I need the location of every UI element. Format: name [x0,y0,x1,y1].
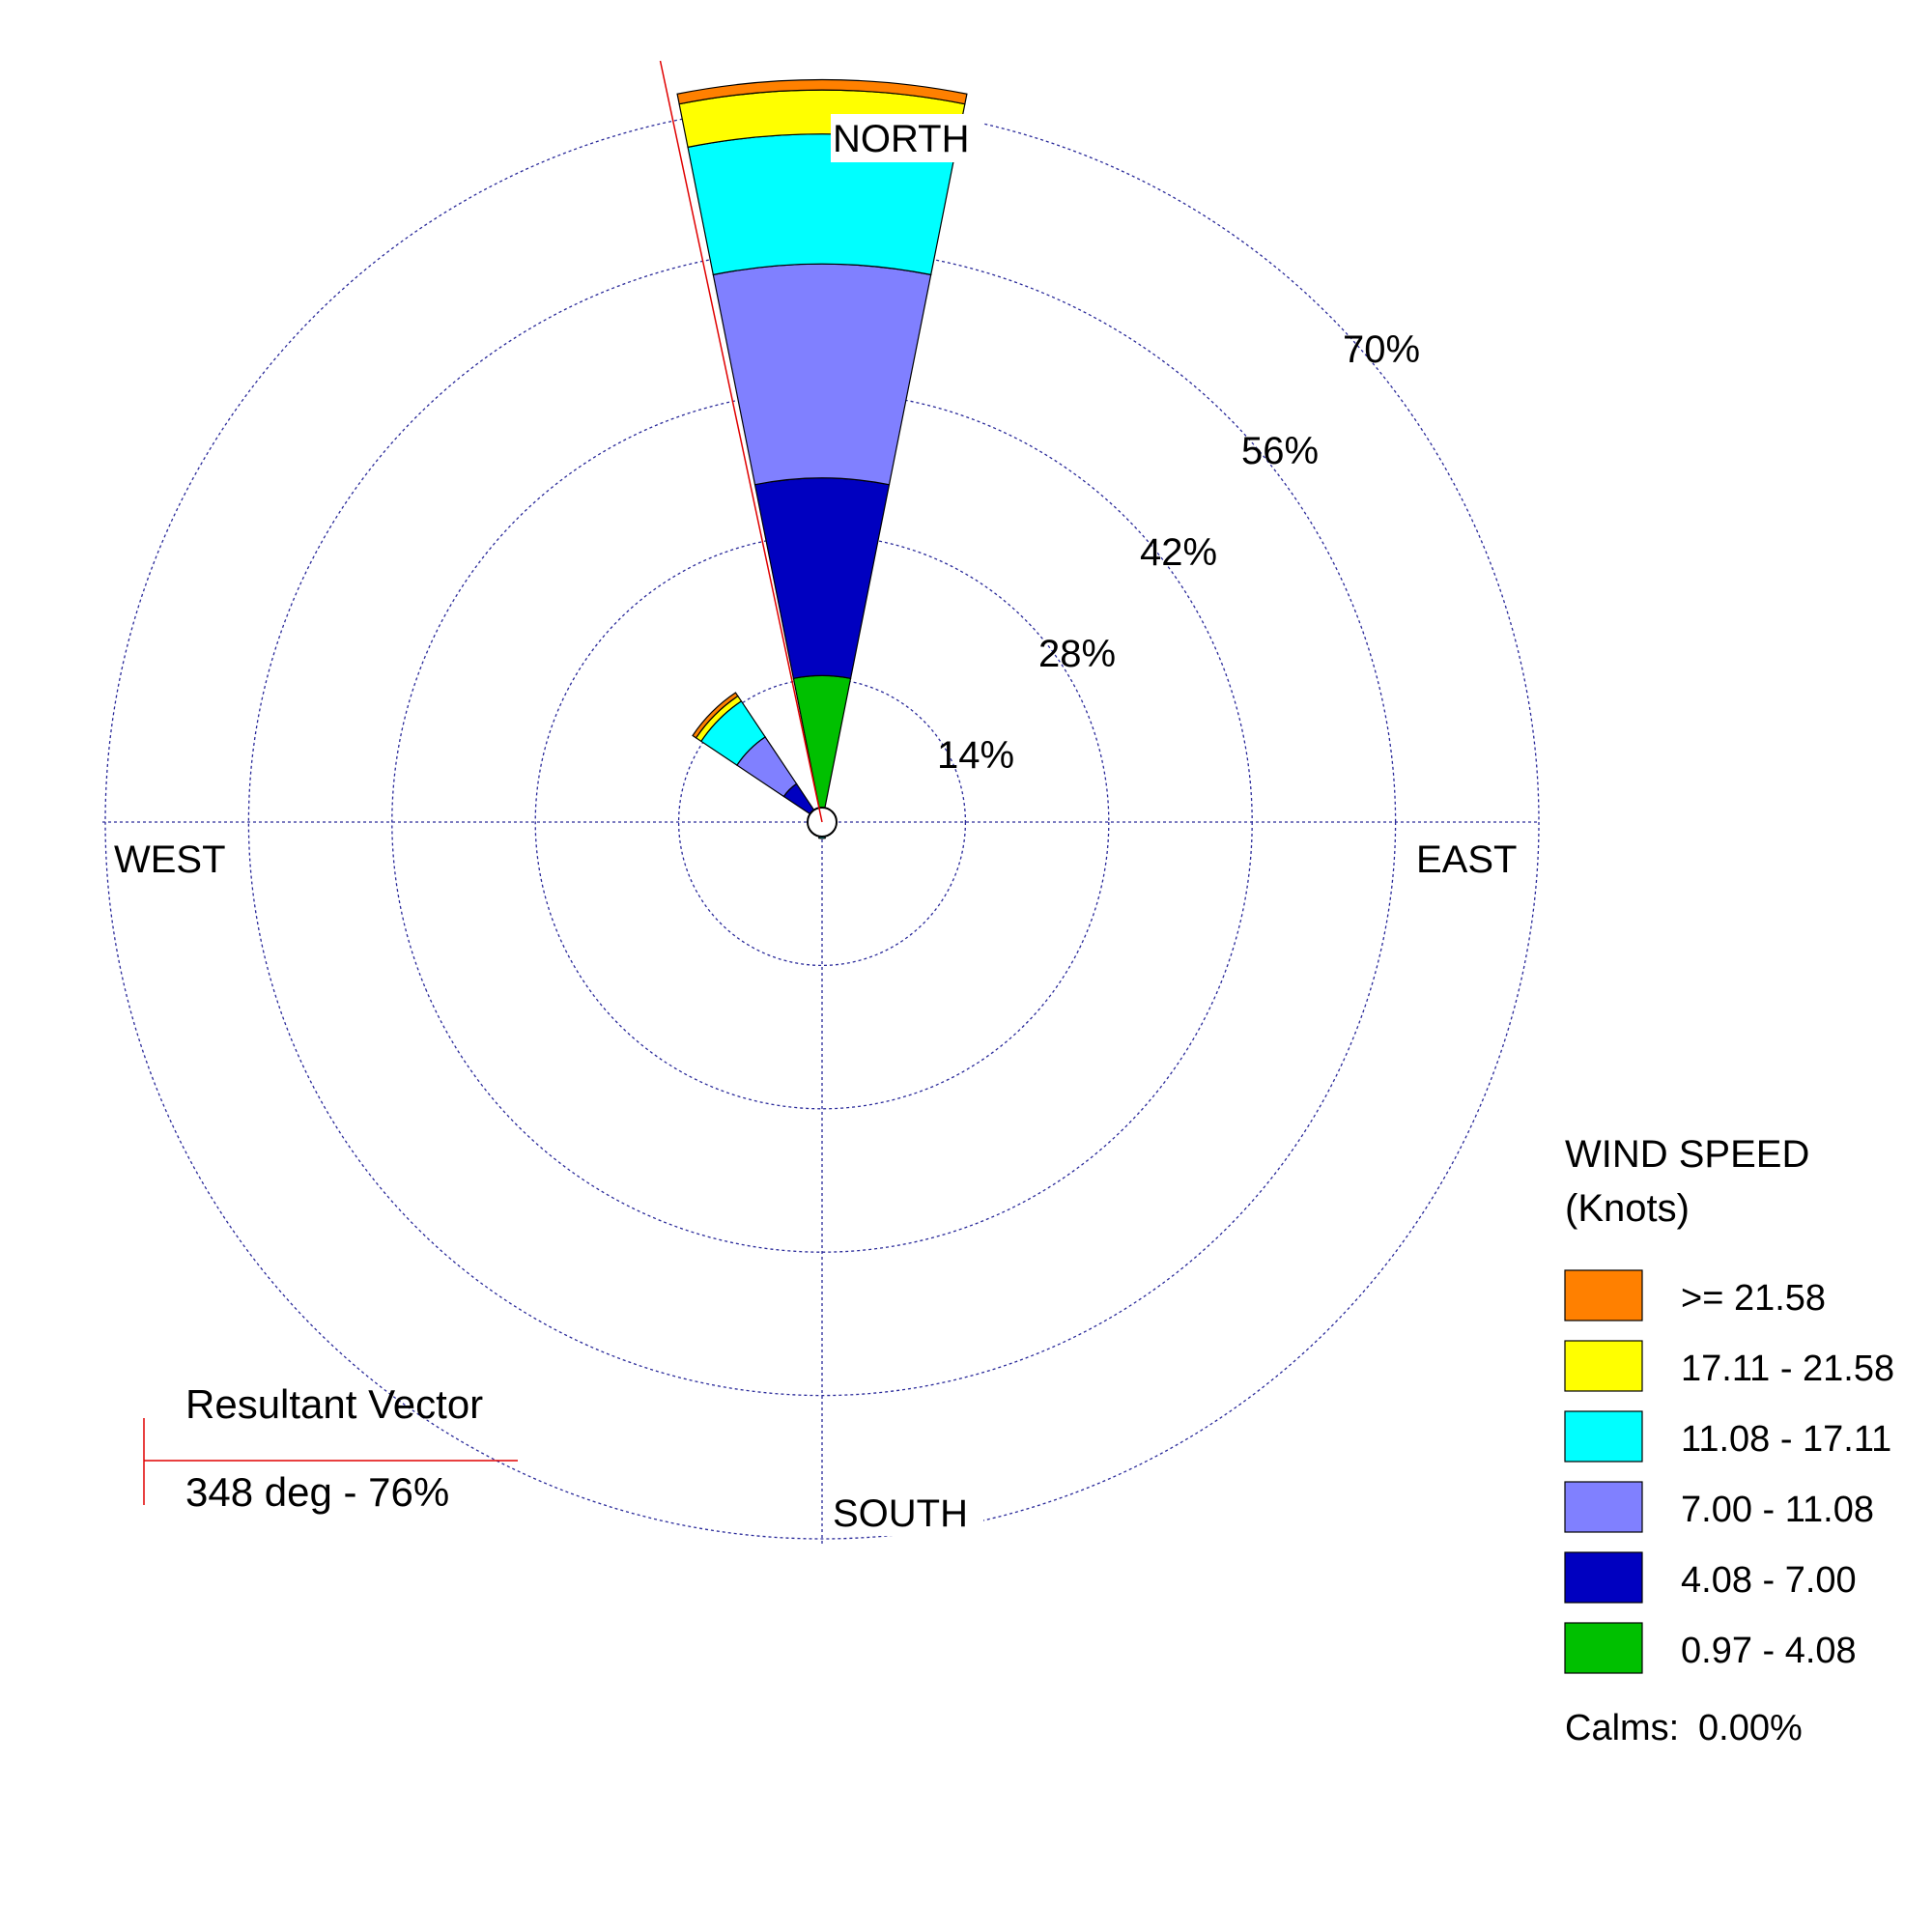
legend-swatch-2 [1564,1410,1643,1463]
legend-label-4: 4.08 - 7.00 [1681,1560,1857,1601]
legend-label-0: >= 21.58 [1681,1278,1826,1319]
ring-label-70: 70% [1343,328,1420,371]
resultant-vector-value: 348 deg - 76% [185,1469,449,1515]
south-label: SOUTH [833,1492,968,1535]
legend-swatch-0 [1564,1269,1643,1321]
north-label-bg [831,114,983,162]
legend-swatch-4 [1564,1551,1643,1604]
legend-label-1: 17.11 - 21.58 [1681,1349,1894,1389]
calms-value: 0.00% [1698,1708,1803,1748]
ring-label-28: 28% [1038,633,1116,675]
legend-swatch-1 [1564,1340,1643,1392]
sector-0-bin-5 [676,78,968,105]
sector-0-bin-1 [753,477,891,680]
legend-label-3: 7.00 - 11.08 [1681,1490,1874,1530]
north-label: NORTH [833,118,969,160]
sector-315-bin-5 [692,692,739,739]
sector-0-bin-0 [792,674,852,809]
ring-labels: 14% 28% 42% 56% 70% [937,328,1420,777]
ring-14 [677,677,967,967]
east-label: EAST [1416,838,1517,881]
calms-label: Calms: [1565,1708,1679,1748]
west-label: WEST [114,838,226,881]
legend-title-line1: WIND SPEED [1565,1133,1809,1176]
legend-swatch-3 [1564,1481,1643,1533]
south-label-bg [831,1488,983,1536]
ring-label-56: 56% [1241,430,1319,472]
ring-label-14: 14% [937,734,1014,777]
resultant-vector-title: Resultant Vector [185,1381,483,1427]
resultant-vector-line [659,60,823,823]
legend-items: >= 21.58 17.11 - 21.58 11.08 - 17.11 7.00 -… [1564,1269,1894,1674]
legend-label-2: 11.08 - 17.11 [1681,1419,1891,1460]
legend-label-5: 0.97 - 4.08 [1681,1631,1857,1671]
wind-sectors [676,78,968,839]
legend-title-line2: (Knots) [1565,1187,1690,1230]
legend-swatch-5 [1564,1622,1643,1674]
sector-0-bin-2 [712,263,932,486]
compass-axes [102,821,1540,1546]
ring-label-42: 42% [1140,531,1217,574]
